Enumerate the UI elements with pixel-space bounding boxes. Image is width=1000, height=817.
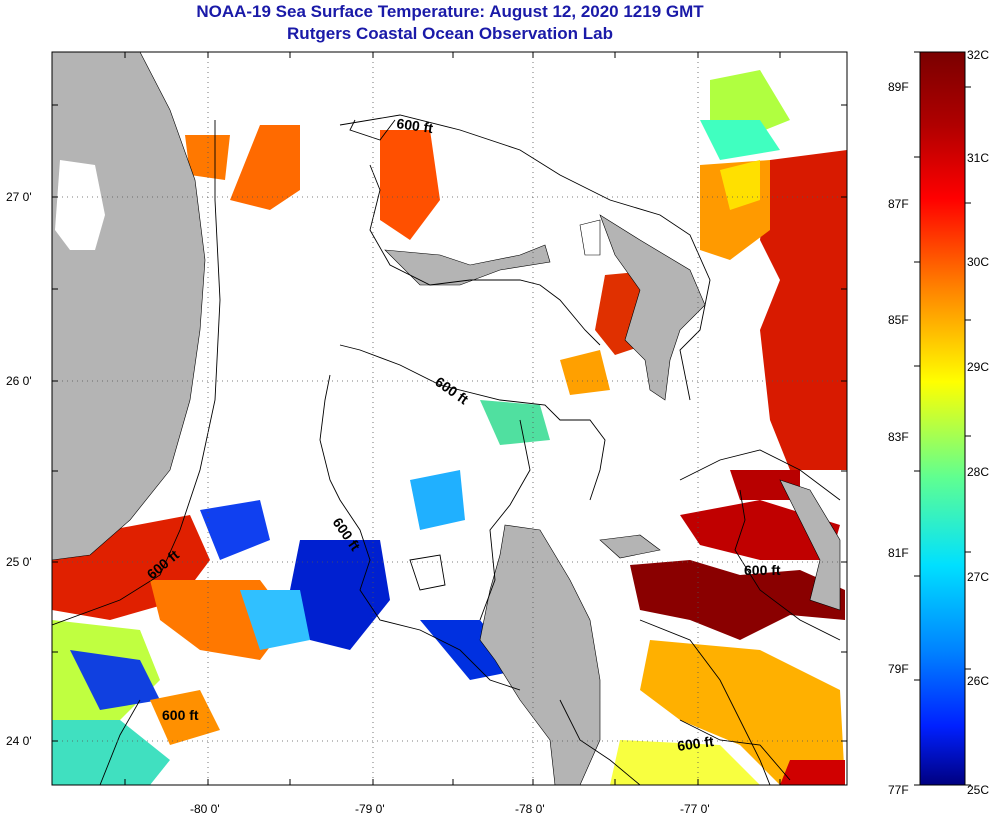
sst-patch-north-orange <box>380 130 440 240</box>
lat-label: 25 0' <box>6 555 32 569</box>
contour-se <box>679 449 841 501</box>
sst-patch-north-orange3 <box>185 135 230 180</box>
lat-label: 26 0' <box>6 374 32 388</box>
sst-patch-se-red2 <box>780 760 845 785</box>
latitude-labels: 27 0' 26 0' 25 0' 24 0' <box>6 190 32 748</box>
sst-patch-central-cyan <box>240 590 310 650</box>
colorbar-celsius-label: 29C <box>967 360 989 374</box>
contour-florida <box>52 120 221 626</box>
contour-keys <box>99 699 141 785</box>
colorbar-celsius-label: 26C <box>967 674 989 688</box>
colorbar-fahrenheit-label: 85F <box>888 313 909 327</box>
sst-patch-mid-orange <box>560 350 610 395</box>
contour-label: 600 ft <box>396 115 435 136</box>
colorbar-fahrenheit-label: 79F <box>888 662 909 676</box>
colorbar-fahrenheit-label: 87F <box>888 197 909 211</box>
land-florida <box>52 52 206 561</box>
lon-label: -79 0' <box>355 802 385 816</box>
colorbar-ticks <box>914 51 971 786</box>
colorbar-celsius-label: 30C <box>967 255 989 269</box>
map-frame <box>51 51 848 786</box>
contour-north-inner <box>369 164 601 346</box>
contour-nw-ring <box>349 119 396 141</box>
sst-patch-se-orange <box>640 640 845 785</box>
colorbar-fahrenheit-label: 81F <box>888 546 909 560</box>
colorbar-celsius-label: 31C <box>967 151 989 165</box>
colorbar: 32C 31C 30C 29C 28C 27C 26C 25C 89F 87F … <box>888 48 989 797</box>
contour-north <box>339 114 711 401</box>
land-exuma-bits <box>599 534 661 559</box>
land-eleuthera <box>779 479 841 611</box>
sst-patch-central-blue3 <box>420 620 520 680</box>
land-berry <box>579 219 601 256</box>
sst-patch-central-cyan2 <box>410 470 465 530</box>
land-andros <box>479 524 601 785</box>
sst-patch-mid-green <box>480 400 550 445</box>
sst-patch-exuma-dark <box>630 560 845 640</box>
longitude-labels: -80 0' -79 0' -78 0' -77 0' <box>190 802 710 816</box>
colorbar-celsius-label: 25C <box>967 783 989 797</box>
sst-patch-east-yellow <box>720 160 760 210</box>
contour-exuma <box>734 489 841 641</box>
contour-label: 600 ft <box>744 562 781 578</box>
sst-patch-keys-cyan <box>52 720 170 785</box>
land-grand-bahama <box>384 244 551 286</box>
lon-label: -80 0' <box>190 802 220 816</box>
lat-label: 24 0' <box>6 734 32 748</box>
map-ticks <box>52 52 847 785</box>
sst-patch-se-red <box>730 470 800 500</box>
lon-label: -77 0' <box>680 802 710 816</box>
sst-patch-keys-blue <box>70 650 160 710</box>
sst-patch-central-blue <box>290 540 390 650</box>
colorbar-fahrenheit-label: 89F <box>888 80 909 94</box>
contour-label: 600 ft <box>432 373 471 407</box>
contour-tongue <box>319 374 521 691</box>
sst-patch-keys-orange2 <box>150 690 220 745</box>
contour-tongue-ring <box>409 554 446 591</box>
sst-patch-north-orange2 <box>230 125 300 210</box>
land-gulf-white <box>55 160 105 250</box>
colorbar-gradient <box>919 51 966 786</box>
contour-west-andros <box>479 419 531 621</box>
contour-label: 600 ft <box>676 733 715 754</box>
colorbar-celsius-label: 32C <box>967 48 989 62</box>
bathymetry-contours <box>52 114 841 785</box>
sst-data-layer <box>52 70 847 785</box>
sst-patch-east-warm <box>760 150 847 470</box>
graticule <box>52 52 847 785</box>
colorbar-fahrenheit-label: 77F <box>888 783 909 797</box>
contour-south <box>559 699 641 785</box>
lon-label: -78 0' <box>515 802 545 816</box>
colorbar-fahrenheit-label: 83F <box>888 430 909 444</box>
chart-subtitle: Rutgers Coastal Ocean Observation Lab <box>287 24 613 43</box>
sst-patch-north-cyan <box>700 120 780 160</box>
colorbar-celsius-label: 27C <box>967 570 989 584</box>
sst-patch-se-yellow <box>610 740 760 785</box>
contour-label: 600 ft <box>162 707 199 723</box>
contour-south2 <box>679 719 791 781</box>
contour-se2 <box>639 619 771 785</box>
land-abaco <box>599 214 706 401</box>
colorbar-celsius-label: 28C <box>967 465 989 479</box>
chart-title: NOAA-19 Sea Surface Temperature: August … <box>196 2 704 21</box>
lat-label: 27 0' <box>6 190 32 204</box>
contour-mid <box>339 344 606 501</box>
sst-patch-central-blue2 <box>200 500 270 560</box>
